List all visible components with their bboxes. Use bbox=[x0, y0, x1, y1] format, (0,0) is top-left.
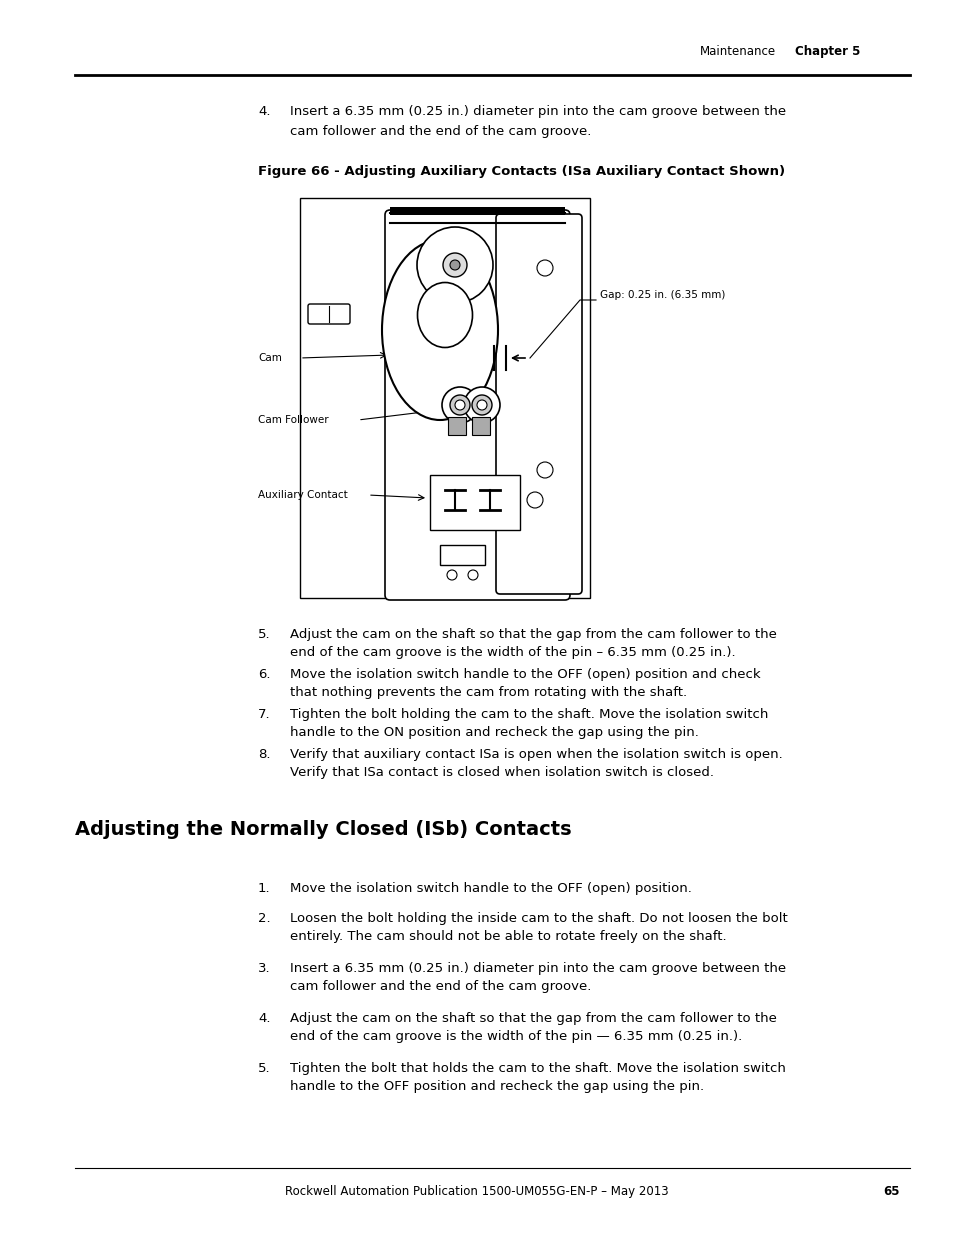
Text: Adjust the cam on the shaft so that the gap from the cam follower to the: Adjust the cam on the shaft so that the … bbox=[290, 1011, 776, 1025]
Bar bbox=[390, 207, 564, 215]
Text: Figure 66 - Adjusting Auxiliary Contacts (ISa Auxiliary Contact Shown): Figure 66 - Adjusting Auxiliary Contacts… bbox=[257, 165, 784, 178]
Circle shape bbox=[447, 571, 456, 580]
Circle shape bbox=[476, 400, 486, 410]
Text: handle to the OFF position and recheck the gap using the pin.: handle to the OFF position and recheck t… bbox=[290, 1079, 703, 1093]
Text: that nothing prevents the cam from rotating with the shaft.: that nothing prevents the cam from rotat… bbox=[290, 685, 686, 699]
Text: Verify that ISa contact is closed when isolation switch is closed.: Verify that ISa contact is closed when i… bbox=[290, 766, 713, 779]
Bar bbox=[439, 545, 484, 564]
Circle shape bbox=[468, 571, 477, 580]
Text: Maintenance: Maintenance bbox=[700, 44, 776, 58]
Circle shape bbox=[441, 387, 477, 424]
Text: Move the isolation switch handle to the OFF (open) position and check: Move the isolation switch handle to the … bbox=[290, 668, 760, 680]
Bar bbox=[430, 475, 519, 530]
Text: Adjusting the Normally Closed (ISb) Contacts: Adjusting the Normally Closed (ISb) Cont… bbox=[75, 820, 571, 839]
Text: 3.: 3. bbox=[257, 962, 271, 974]
Text: 2.: 2. bbox=[257, 911, 271, 925]
Text: Move the isolation switch handle to the OFF (open) position.: Move the isolation switch handle to the … bbox=[290, 882, 691, 895]
Text: 4.: 4. bbox=[257, 105, 271, 119]
Text: Rockwell Automation Publication 1500-UM055G-EN-P – May 2013: Rockwell Automation Publication 1500-UM0… bbox=[285, 1186, 668, 1198]
Text: Insert a 6.35 mm (0.25 in.) diameter pin into the cam groove between the: Insert a 6.35 mm (0.25 in.) diameter pin… bbox=[290, 962, 785, 974]
Text: Gap: 0.25 in. (6.35 mm): Gap: 0.25 in. (6.35 mm) bbox=[599, 290, 724, 300]
Circle shape bbox=[537, 462, 553, 478]
Text: Chapter 5: Chapter 5 bbox=[794, 44, 860, 58]
Circle shape bbox=[463, 387, 499, 424]
Circle shape bbox=[442, 253, 467, 277]
Circle shape bbox=[455, 400, 464, 410]
Ellipse shape bbox=[417, 283, 472, 347]
Circle shape bbox=[472, 395, 492, 415]
Text: cam follower and the end of the cam groove.: cam follower and the end of the cam groo… bbox=[290, 125, 591, 138]
Text: 8.: 8. bbox=[257, 748, 271, 761]
Circle shape bbox=[450, 395, 470, 415]
FancyBboxPatch shape bbox=[385, 210, 569, 600]
Circle shape bbox=[416, 227, 493, 303]
Text: end of the cam groove is the width of the pin — 6.35 mm (0.25 in.).: end of the cam groove is the width of th… bbox=[290, 1030, 741, 1044]
Text: 5.: 5. bbox=[257, 629, 271, 641]
Text: 5.: 5. bbox=[257, 1062, 271, 1074]
FancyBboxPatch shape bbox=[308, 304, 350, 324]
Circle shape bbox=[450, 261, 459, 270]
Text: 1.: 1. bbox=[257, 882, 271, 895]
Text: end of the cam groove is the width of the pin – 6.35 mm (0.25 in.).: end of the cam groove is the width of th… bbox=[290, 646, 735, 659]
Circle shape bbox=[526, 492, 542, 508]
Circle shape bbox=[537, 261, 553, 275]
FancyBboxPatch shape bbox=[496, 214, 581, 594]
Text: Loosen the bolt holding the inside cam to the shaft. Do not loosen the bolt: Loosen the bolt holding the inside cam t… bbox=[290, 911, 787, 925]
Bar bbox=[472, 417, 490, 435]
Text: Verify that auxiliary contact ISa is open when the isolation switch is open.: Verify that auxiliary contact ISa is ope… bbox=[290, 748, 781, 761]
Text: Adjust the cam on the shaft so that the gap from the cam follower to the: Adjust the cam on the shaft so that the … bbox=[290, 629, 776, 641]
Text: Tighten the bolt holding the cam to the shaft. Move the isolation switch: Tighten the bolt holding the cam to the … bbox=[290, 708, 767, 721]
Text: entirely. The cam should not be able to rotate freely on the shaft.: entirely. The cam should not be able to … bbox=[290, 930, 726, 944]
Text: 6.: 6. bbox=[257, 668, 271, 680]
Text: handle to the ON position and recheck the gap using the pin.: handle to the ON position and recheck th… bbox=[290, 726, 699, 739]
Text: 65: 65 bbox=[882, 1186, 899, 1198]
Bar bbox=[448, 417, 465, 435]
Bar bbox=[299, 198, 589, 598]
Text: Insert a 6.35 mm (0.25 in.) diameter pin into the cam groove between the: Insert a 6.35 mm (0.25 in.) diameter pin… bbox=[290, 105, 785, 119]
Text: 7.: 7. bbox=[257, 708, 271, 721]
Text: Tighten the bolt that holds the cam to the shaft. Move the isolation switch: Tighten the bolt that holds the cam to t… bbox=[290, 1062, 785, 1074]
Text: Cam: Cam bbox=[257, 353, 281, 363]
Text: Cam Follower: Cam Follower bbox=[257, 415, 328, 425]
Text: cam follower and the end of the cam groove.: cam follower and the end of the cam groo… bbox=[290, 981, 591, 993]
Text: 4.: 4. bbox=[257, 1011, 271, 1025]
Text: Auxiliary Contact: Auxiliary Contact bbox=[257, 490, 348, 500]
Ellipse shape bbox=[381, 240, 497, 420]
